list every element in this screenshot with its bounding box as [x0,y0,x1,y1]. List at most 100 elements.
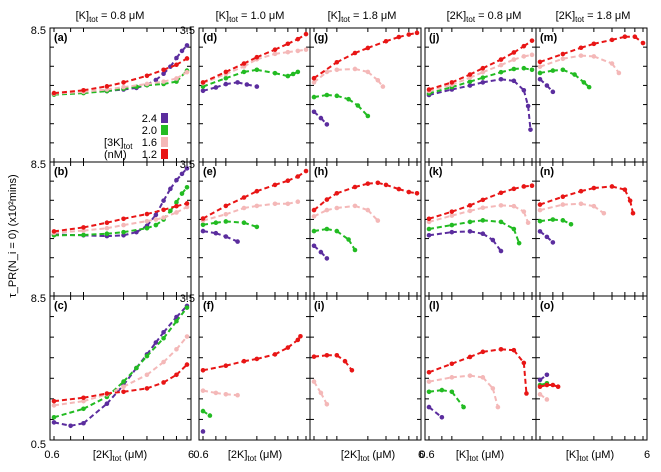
data-point [213,220,219,225]
data-point [544,382,550,388]
data-point [318,249,324,255]
data-point [406,32,412,37]
data-point [396,34,402,40]
series-segment [83,88,108,93]
series-segment [451,356,471,365]
series-2.4 [200,228,240,244]
data-point [285,345,291,350]
data-point [285,178,291,183]
data-point [285,41,291,47]
data-point [525,103,531,109]
data-point [168,208,173,214]
series-segment [527,105,532,130]
x-tick-label: 6 [644,449,650,461]
series-segment [256,68,276,75]
series-segment [175,335,188,350]
data-point [560,56,566,62]
ticks [310,296,421,440]
data-point [365,45,371,51]
panel-label: (i) [314,300,325,312]
series-1.6 [311,203,381,223]
series-segment [135,355,148,369]
series-2.0 [200,219,260,230]
data-point [449,80,455,85]
ticks [199,28,310,162]
series-segment [256,183,276,193]
data-point [467,219,473,225]
data-point [324,122,330,127]
series-segment [482,191,502,201]
series-1.2 [537,184,636,216]
series-2.4 [426,76,533,132]
data-point [521,184,527,189]
data-point [324,92,330,98]
data-point [324,207,330,213]
data-point [467,229,473,234]
series-1.2 [426,183,535,222]
ticks [50,162,191,296]
panel-label: (g) [314,32,328,44]
data-point [254,188,260,194]
data-point [324,353,330,358]
data-point [81,225,86,230]
data-point [375,218,381,223]
ticks [50,296,191,440]
data-point [498,69,504,75]
series-segment [106,384,125,405]
data-point [555,384,561,390]
series-segment [202,364,227,372]
data-point [311,379,317,384]
data-point [223,212,229,217]
data-point [311,94,317,100]
data-point [200,429,206,434]
data-point [51,420,57,425]
series-segment [123,220,148,227]
data-point [161,380,166,385]
data-point [184,166,190,171]
panel-frame [424,27,537,163]
data-point [104,220,110,225]
data-point [349,367,355,373]
data-point [375,180,381,186]
data-point [480,205,486,211]
data-point [311,214,317,219]
panels: (a) (b) (c) (d) (e) (f) (g) (h) (i) (j) (k) (l) (m) (… [31,25,648,451]
series-segment [539,203,564,212]
data-point [121,389,126,395]
panel-h: (h) [309,161,422,297]
series-segment [106,390,124,395]
panel-label: (d) [203,32,217,44]
data-point [144,372,150,378]
series-segment [225,62,245,73]
series-segment [225,70,245,80]
panel-label: (k) [429,166,443,178]
data-point [426,87,432,92]
series-segment [539,195,564,206]
data-point [223,363,229,369]
series-1.2 [200,333,303,373]
data-point [609,184,615,189]
series-segment [274,346,289,356]
series-segment [469,350,484,358]
series-2.4 [311,109,330,127]
data-point [480,197,486,203]
series-segment [428,88,453,96]
series-2.0 [537,217,574,227]
series-segment [562,54,582,60]
ticks [310,28,421,162]
series-2.4 [426,229,504,254]
data-point [449,375,455,380]
panel-j: (j) [424,27,537,163]
data-point [235,80,240,85]
data-point [640,40,646,46]
data-point [537,202,543,207]
series-2.4 [537,76,556,95]
data-point [121,84,126,90]
data-point [480,65,486,71]
series-segment [428,210,453,220]
series-segment [451,209,471,217]
data-point [560,218,566,223]
panel-label: (h) [314,166,328,178]
data-point [51,398,57,404]
